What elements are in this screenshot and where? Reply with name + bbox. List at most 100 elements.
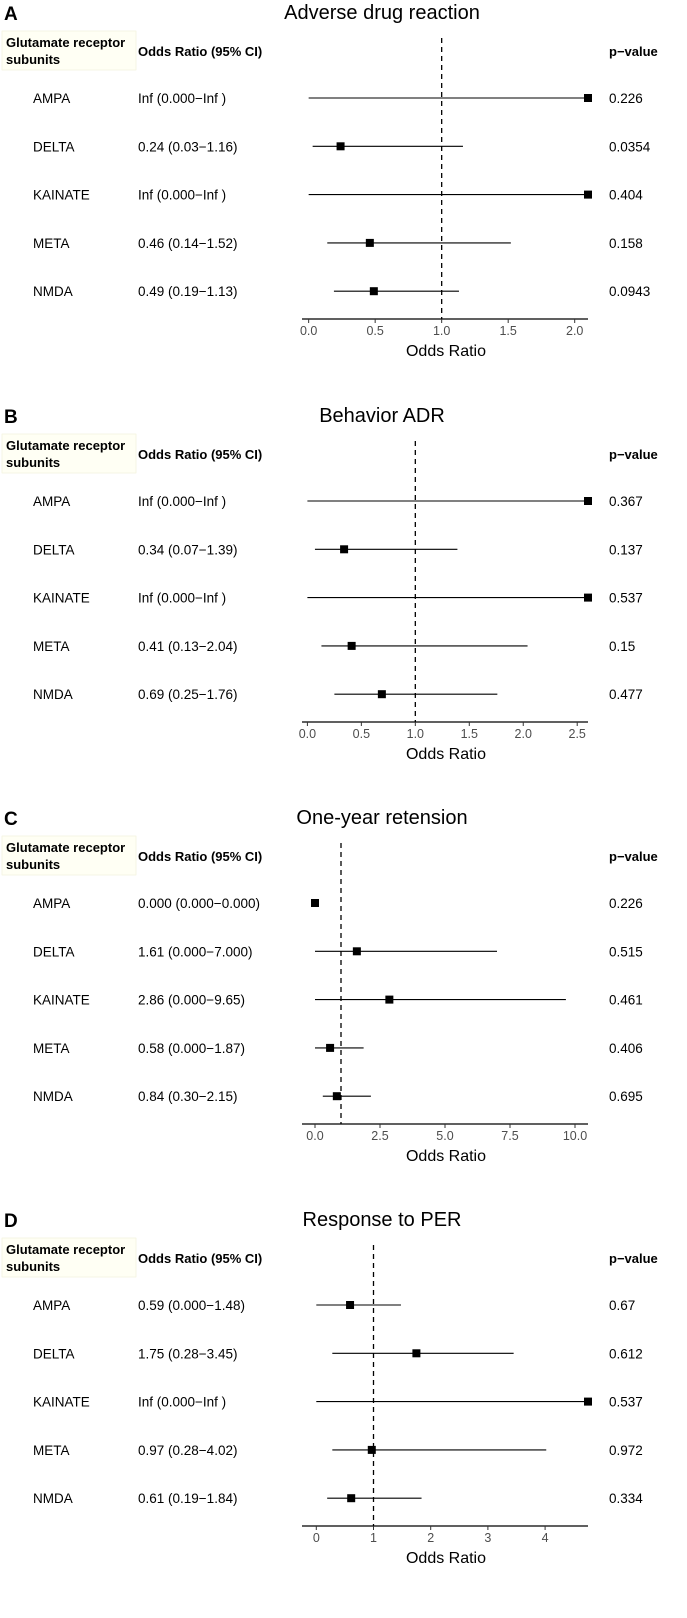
subunit-label: META xyxy=(33,1443,70,1458)
p-value: 0.404 xyxy=(609,188,643,203)
subunit-label: NMDA xyxy=(33,284,73,299)
p-value: 0.406 xyxy=(609,1041,643,1056)
point-estimate xyxy=(346,1301,355,1309)
or-ci-text: 1.75 (0.28−3.45) xyxy=(138,1346,237,1361)
point-estimate xyxy=(377,690,386,699)
subunit-label: DELTA xyxy=(33,944,75,959)
x-tick-label: 2 xyxy=(427,1531,434,1545)
p-value: 0.226 xyxy=(609,91,643,106)
x-tick-label: 0 xyxy=(313,1531,320,1545)
subunit-label: META xyxy=(33,639,70,654)
subunit-label: META xyxy=(33,236,70,251)
or-ci-text: 0.84 (0.30−2.15) xyxy=(138,1089,237,1104)
subunit-label: AMPA xyxy=(33,1298,70,1313)
x-tick-label: 10.0 xyxy=(563,1129,587,1143)
x-tick-label: 2.5 xyxy=(569,727,586,741)
subunit-label: AMPA xyxy=(33,494,70,509)
x-tick-label: 0.5 xyxy=(353,727,370,741)
p-value: 0.461 xyxy=(609,993,643,1008)
x-tick-label: 1.5 xyxy=(461,727,478,741)
x-tick-label: 5.0 xyxy=(436,1129,453,1143)
subunit-header: Glutamate receptor xyxy=(6,840,125,855)
point-estimate xyxy=(340,545,349,554)
subunit-label: DELTA xyxy=(33,139,75,154)
p-value-header: p−value xyxy=(609,849,658,864)
point-estimate xyxy=(584,94,592,102)
subunit-header: subunits xyxy=(6,857,60,872)
or-ci-text: Inf (0.000−Inf ) xyxy=(138,591,226,606)
x-tick-label: 7.5 xyxy=(501,1129,518,1143)
p-value: 0.226 xyxy=(609,896,643,911)
p-value: 0.612 xyxy=(609,1346,643,1361)
or-ci-header: Odds Ratio (95% CI) xyxy=(138,447,262,462)
x-tick-label: 0.5 xyxy=(366,324,383,338)
subunit-header: Glutamate receptor xyxy=(6,1242,125,1257)
subunit-label: NMDA xyxy=(33,1491,73,1506)
subunit-header: Glutamate receptor xyxy=(6,35,125,50)
or-ci-header: Odds Ratio (95% CI) xyxy=(138,849,262,864)
x-tick-label: 0.0 xyxy=(306,1129,323,1143)
or-ci-text: 0.58 (0.000−1.87) xyxy=(138,1041,245,1056)
x-tick-label: 1.5 xyxy=(499,324,516,338)
header-box xyxy=(1,1237,137,1278)
point-estimate xyxy=(332,1092,341,1101)
point-estimate xyxy=(347,641,356,650)
subunit-label: NMDA xyxy=(33,687,73,702)
x-axis-title: Odds Ratio xyxy=(406,343,486,360)
p-value: 0.67 xyxy=(609,1298,635,1313)
subunit-label: NMDA xyxy=(33,1089,73,1104)
subunit-label: AMPA xyxy=(33,91,70,106)
x-tick-label: 1 xyxy=(370,1531,377,1545)
or-ci-text: 2.86 (0.000−9.65) xyxy=(138,993,245,1008)
p-value: 0.158 xyxy=(609,236,643,251)
x-tick-label: 1.0 xyxy=(407,727,424,741)
or-ci-text: 1.61 (0.000−7.000) xyxy=(138,944,252,959)
panel-title: Adverse drug reaction xyxy=(284,2,480,24)
or-ci-text: 0.000 (0.000−0.000) xyxy=(138,896,260,911)
or-ci-text: Inf (0.000−Inf ) xyxy=(138,494,226,509)
or-ci-text: 0.97 (0.28−4.02) xyxy=(138,1443,237,1458)
or-ci-text: 0.46 (0.14−1.52) xyxy=(138,236,237,251)
panel-title: Behavior ADR xyxy=(319,405,445,427)
point-estimate xyxy=(352,947,361,956)
x-tick-label: 1.0 xyxy=(433,324,450,338)
or-ci-text: 0.49 (0.19−1.13) xyxy=(138,284,237,299)
subunit-header: subunits xyxy=(6,52,60,67)
point-estimate xyxy=(367,1445,376,1454)
panel-letter: B xyxy=(4,407,18,428)
subunit-label: DELTA xyxy=(33,1346,75,1361)
or-ci-text: Inf (0.000−Inf ) xyxy=(138,1395,226,1410)
p-value: 0.695 xyxy=(609,1089,643,1104)
p-value-header: p−value xyxy=(609,44,658,59)
x-tick-label: 2.5 xyxy=(371,1129,388,1143)
point-estimate xyxy=(385,995,394,1004)
or-ci-text: 0.24 (0.03−1.16) xyxy=(138,139,237,154)
subunit-header: Glutamate receptor xyxy=(6,438,125,453)
or-ci-text: 0.61 (0.19−1.84) xyxy=(138,1491,237,1506)
p-value: 0.537 xyxy=(609,591,643,606)
point-estimate xyxy=(584,593,592,602)
p-value: 0.0354 xyxy=(609,139,651,154)
or-ci-text: 0.34 (0.07−1.39) xyxy=(138,542,237,557)
x-axis-title: Odds Ratio xyxy=(406,746,486,763)
or-ci-text: 0.59 (0.000−1.48) xyxy=(138,1298,245,1313)
subunit-label: KAINATE xyxy=(33,591,90,606)
subunit-header: subunits xyxy=(6,1259,60,1274)
or-ci-header: Odds Ratio (95% CI) xyxy=(138,44,262,59)
p-value: 0.137 xyxy=(609,542,643,557)
p-value: 0.477 xyxy=(609,687,643,702)
p-value: 0.537 xyxy=(609,1395,643,1410)
x-tick-label: 2.0 xyxy=(515,727,532,741)
subunit-label: META xyxy=(33,1041,70,1056)
p-value: 0.972 xyxy=(609,1443,643,1458)
or-ci-text: 0.41 (0.13−2.04) xyxy=(138,639,237,654)
point-estimate xyxy=(412,1349,421,1358)
subunit-label: KAINATE xyxy=(33,188,90,203)
panel-title: Response to PER xyxy=(303,1209,462,1231)
p-value: 0.515 xyxy=(609,944,643,959)
point-estimate xyxy=(336,142,345,151)
panel-d: D Response to PER Glutamate receptor subuni… xyxy=(1,1209,658,1567)
point-estimate xyxy=(584,497,592,505)
